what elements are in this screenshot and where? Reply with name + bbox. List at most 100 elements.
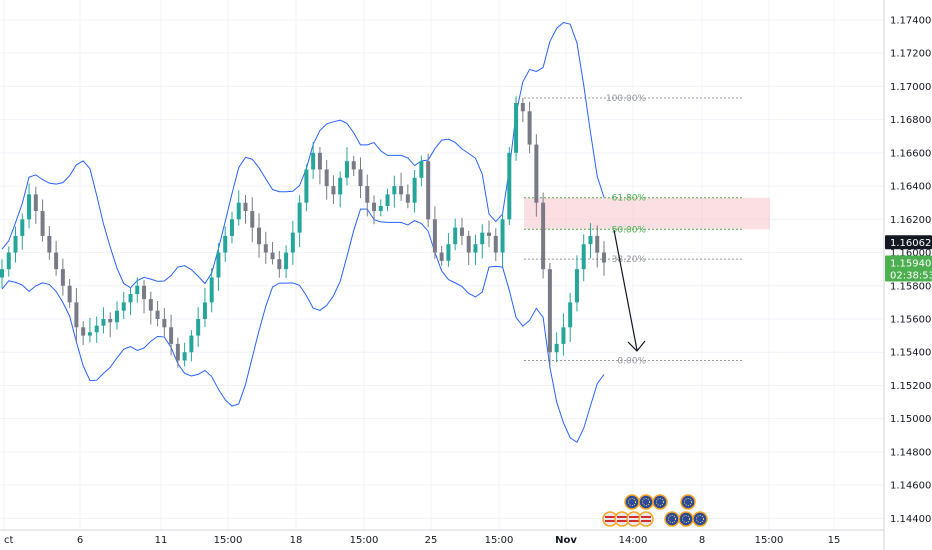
candle-body [426,161,431,220]
candle-body [493,235,498,253]
event-circle [664,511,680,527]
candle-body [121,302,126,311]
eu-stars [668,515,676,523]
eu-flag-icon[interactable] [678,511,694,527]
x-tick-label: 15:00 [214,535,243,546]
time-axis[interactable]: ct 6 11 15:00 18 15:00 25 15:00 Nov 14:00 8 15:00 15 [4,535,840,546]
candle-body [142,285,147,300]
candle-body [399,186,404,195]
eu-flag-icon[interactable] [652,494,668,510]
eu-flag-icon[interactable] [638,494,654,510]
eu-flag-icon[interactable] [692,511,708,527]
candle-body [595,235,600,253]
candle-body [527,111,532,145]
projection-arrow[interactable] [613,229,646,352]
candle-body [419,161,424,178]
eu-flag-icon[interactable] [680,494,696,510]
candle-body [520,103,525,112]
y-tick-label: 1.15800 [890,281,931,292]
eu-stars [642,498,650,506]
candle-body [202,302,207,319]
price-badge [885,235,932,250]
candle-body [385,194,390,207]
x-tick-label: Nov [555,535,577,546]
candle-body [162,318,167,328]
x-tick-label: 14:00 [619,535,648,546]
candle-body [432,219,437,253]
event-circle [624,494,640,510]
candle-body [101,318,106,326]
us-stripe [629,520,639,522]
eu-flag-icon[interactable] [624,494,640,510]
us-flag-icon[interactable] [614,511,630,527]
candle-body [290,232,295,253]
y-tick-label: 1.15200 [890,381,931,392]
us-stripe [617,520,627,522]
candle-body [412,177,417,203]
candle-body [574,269,579,303]
x-tick-label: 18 [290,535,303,546]
candle-body [405,194,410,203]
eu-stars [682,515,690,523]
x-tick-label: 6 [77,535,83,546]
candle-body [372,202,377,212]
candle-body [87,332,92,336]
eu-flag-icon[interactable] [664,511,680,527]
y-tick-label: 1.14600 [890,481,931,492]
candle-body [182,352,187,361]
us-stripe [605,520,615,522]
y-tick-label: 1.14400 [890,514,931,525]
fib-label: 0.00% [617,357,646,367]
economic-events[interactable] [602,494,708,527]
candle-body [94,325,99,333]
y-tick-label: 1.14800 [890,447,931,458]
candle-body [568,302,573,328]
candle-body [54,252,59,270]
candle-body [473,244,478,253]
bollinger-lower-band [1,208,605,443]
event-circle [678,511,694,527]
candle-body [189,335,194,353]
x-tick-label: 8 [699,535,705,546]
candle-body [480,232,485,245]
candle-body [169,327,174,344]
y-tick-label: 1.17200 [890,49,931,60]
event-circle [652,494,668,510]
candle-body [453,227,458,245]
candle-body [324,169,329,187]
price-axis[interactable]: 1.17400 1.17200 1.17000 1.16800 1.16600 1.164… [890,15,931,524]
candle-body [135,285,140,295]
x-tick-label: 25 [425,535,438,546]
candle-body [277,259,282,270]
candle-body [236,202,241,220]
candle-body [250,211,255,228]
x-tick-label: 11 [155,535,168,546]
candle-body [459,227,464,236]
candle-body [13,235,18,253]
us-flag-icon[interactable] [638,511,654,527]
candle-body [40,211,45,236]
candle-body [60,269,65,286]
candle-body [304,169,309,203]
us-stripe [617,516,627,518]
candle-body [439,252,444,261]
us-stripe [641,516,651,518]
candle-body [155,310,160,319]
y-tick-label: 1.16200 [890,215,931,226]
candle-body [588,235,593,245]
candle-body [175,343,180,361]
candle-body [108,318,113,323]
candle-body [534,144,539,203]
fib-label: 61.80% [612,194,647,204]
us-stripe [629,516,639,518]
candle-body [74,302,79,328]
y-tick-label: 1.16000 [890,248,931,259]
candle-body [317,152,322,170]
candle-body [311,152,316,170]
candle-body [392,186,397,195]
candle-body [20,219,25,236]
candle-body [365,186,370,203]
candle-body [541,202,546,270]
